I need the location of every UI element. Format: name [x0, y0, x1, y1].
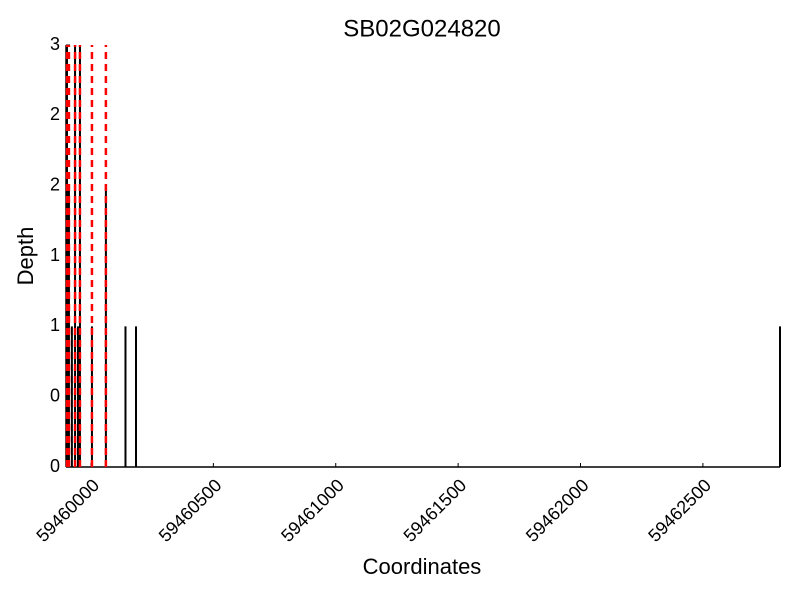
- x-tick-label: 59462500: [644, 475, 715, 546]
- y-tick-label: 2: [50, 104, 60, 124]
- chart-title: SB02G024820: [343, 15, 500, 42]
- x-tick-label: 59461500: [400, 475, 471, 546]
- x-axis-label: Coordinates: [363, 554, 482, 579]
- x-tick-label: 59460500: [155, 475, 226, 546]
- x-tick-label: 59462000: [522, 475, 593, 546]
- y-tick-label: 1: [50, 245, 60, 265]
- x-tick-label: 59460000: [32, 475, 103, 546]
- y-axis-label: Depth: [13, 227, 38, 286]
- y-tick-label: 0: [50, 456, 60, 476]
- y-tick-label: 0: [50, 385, 60, 405]
- y-tick-label: 2: [50, 174, 60, 194]
- y-tick-label: 1: [50, 315, 60, 335]
- x-tick-label: 59461000: [277, 475, 348, 546]
- y-tick-label: 3: [50, 34, 60, 54]
